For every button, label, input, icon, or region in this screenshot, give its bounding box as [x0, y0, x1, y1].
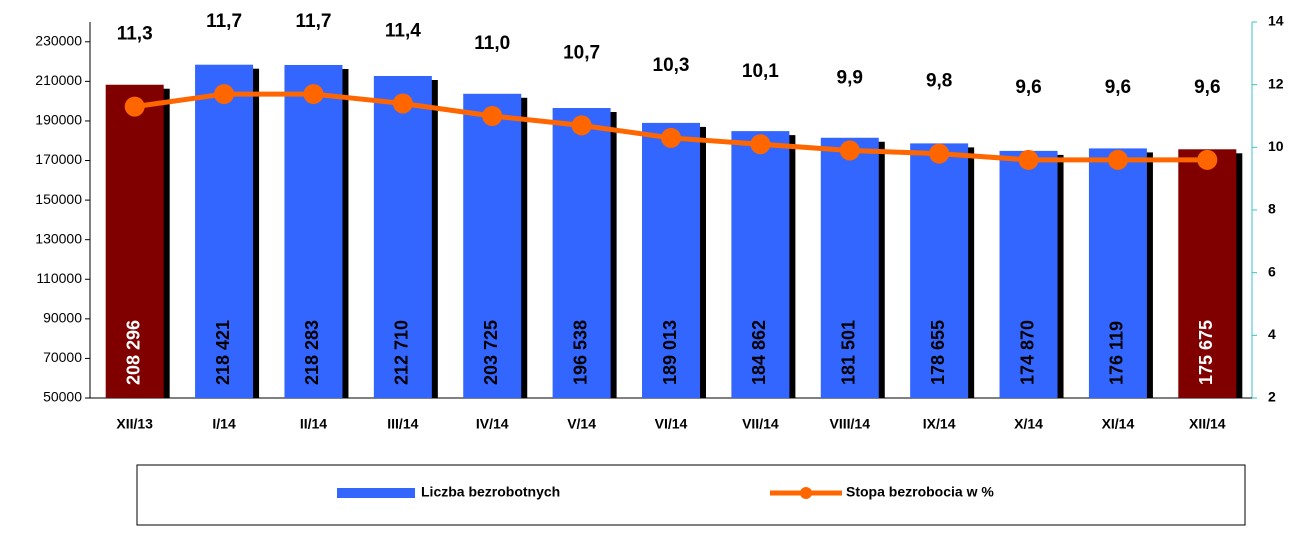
y-tick-label: 70000 [43, 349, 82, 365]
line-marker [661, 127, 681, 148]
bar-value-label: 196 538 [570, 320, 590, 385]
line-marker [750, 134, 771, 155]
x-tick-label: V/14 [567, 416, 596, 432]
bar-value-label: 184 862 [749, 320, 769, 385]
bar-value-label: 208 296 [123, 320, 143, 385]
y2-tick-label: 8 [1268, 201, 1276, 217]
line-value-label: 10,1 [742, 61, 779, 82]
y2-tick-label: 14 [1268, 13, 1284, 29]
y-tick-label: 50000 [43, 389, 82, 405]
line-value-label: 9,9 [837, 67, 863, 88]
bar [999, 150, 1058, 398]
bar [642, 122, 700, 399]
legend-swatch [337, 488, 415, 498]
y-tick-label: 110000 [36, 270, 82, 286]
x-tick-label: I/14 [212, 416, 236, 432]
line-value-label: 9,6 [1105, 77, 1131, 98]
x-tick-label: III/14 [387, 416, 418, 432]
x-tick-label: X/14 [1014, 416, 1043, 432]
y2-tick-label: 6 [1268, 263, 1276, 279]
line-marker [1197, 149, 1218, 170]
y2-tick-label: 12 [1268, 75, 1284, 91]
y-tick-label: 170000 [35, 151, 82, 167]
x-tick-label: XII/14 [1189, 416, 1226, 432]
y-tick-label: 90000 [43, 310, 82, 326]
line-value-label: 11,4 [385, 20, 421, 41]
bar-value-label: 218 283 [302, 320, 322, 385]
legend-label: Stopa bezrobocia w % [846, 484, 994, 500]
x-tick-label: II/14 [300, 416, 327, 432]
bar [284, 64, 343, 398]
x-tick-label: VI/14 [655, 416, 688, 432]
line-value-label: 9,6 [1015, 77, 1041, 98]
bar-value-label: 212 710 [392, 320, 412, 385]
bar-value-label: 181 501 [839, 320, 859, 385]
line-value-label: 9,8 [926, 71, 952, 92]
x-tick-label: IV/14 [476, 416, 509, 432]
y2-tick-label: 4 [1268, 326, 1276, 342]
line-marker [214, 84, 235, 105]
bar [1178, 149, 1237, 398]
x-tick-label: VII/14 [742, 416, 779, 432]
line-value-label: 11,7 [295, 11, 331, 32]
line-value-label: 11,0 [474, 33, 510, 54]
bar-value-label: 175 675 [1196, 320, 1216, 385]
line-marker [1107, 149, 1128, 170]
line-value-label: 9,6 [1194, 77, 1220, 98]
legend-label: Liczba bezrobotnych [421, 484, 560, 500]
y-tick-label: 150000 [35, 191, 82, 207]
bar-value-label: 174 870 [1017, 320, 1037, 385]
y2-tick-label: 10 [1268, 138, 1284, 154]
x-tick-label: XI/14 [1102, 416, 1135, 432]
bar-value-label: 176 119 [1107, 321, 1127, 385]
bar [463, 93, 522, 398]
bar [910, 143, 969, 398]
bar-value-label: 178 655 [928, 320, 948, 385]
y-tick-label: 230000 [35, 32, 82, 48]
bar-value-label: 189 013 [660, 320, 680, 385]
bar [195, 64, 254, 398]
line-value-label: 10,7 [563, 42, 600, 63]
line-value-label: 11,3 [117, 24, 153, 45]
x-tick-label: XII/13 [116, 416, 153, 432]
bar [373, 76, 432, 399]
line-marker [124, 96, 145, 117]
line-marker [392, 93, 413, 114]
bar [1088, 148, 1147, 398]
bar [105, 84, 164, 399]
y-tick-label: 190000 [35, 112, 82, 128]
line-marker [303, 84, 324, 105]
bar-value-label: 203 725 [481, 320, 501, 385]
x-tick-label: IX/14 [923, 416, 956, 432]
x-tick-label: VIII/14 [830, 416, 871, 432]
line-marker [929, 143, 950, 164]
y-tick-label: 210000 [35, 72, 82, 88]
bar-value-label: 218 421 [213, 320, 233, 385]
line-marker [482, 106, 503, 126]
line-value-label: 11,7 [206, 11, 242, 32]
line-marker [839, 140, 860, 161]
bar [820, 137, 879, 398]
y-tick-label: 130000 [35, 230, 82, 246]
line-marker [1018, 149, 1039, 170]
y2-tick-label: 2 [1268, 389, 1276, 405]
legend-box [136, 464, 1246, 526]
bar [731, 131, 790, 398]
line-value-label: 10,3 [653, 55, 690, 76]
legend-marker [800, 487, 812, 499]
bar [552, 108, 611, 399]
line-marker [571, 115, 592, 136]
